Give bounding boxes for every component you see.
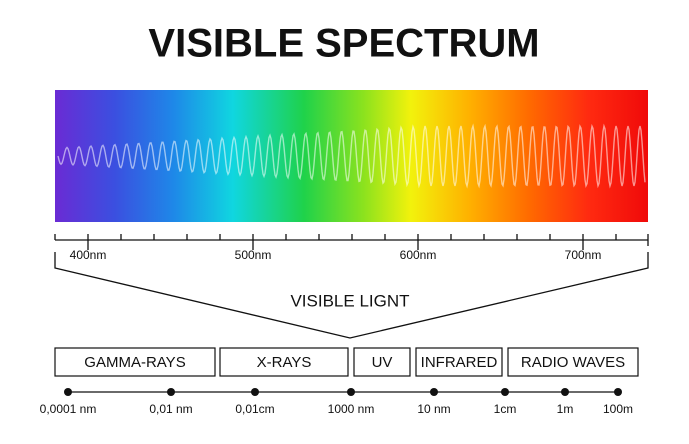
scale-label: 0,0001 nm <box>40 402 97 416</box>
scale-dot <box>614 388 622 396</box>
band-box <box>219 347 349 377</box>
bracket-label: VISIBLE LIGNT <box>290 291 409 310</box>
scale-label: 100m <box>603 402 633 416</box>
scale-dot <box>251 388 259 396</box>
scale-label: 1000 nm <box>328 402 375 416</box>
band-box <box>507 347 639 377</box>
scale-dot <box>347 388 355 396</box>
scale-label: 10 nm <box>417 402 450 416</box>
scale: 0,0001 nm 0,01 nm 0,01cm 1000 nm 10 nm 1cm 1m 1… <box>40 388 633 416</box>
band-label: INFRARED <box>421 354 498 371</box>
band-label: RADIO WAVES <box>521 354 625 371</box>
band-label: UV <box>372 354 393 371</box>
scale-dot <box>64 388 72 396</box>
scale-dot <box>501 388 509 396</box>
axis-label: 500nm <box>235 248 272 262</box>
scale-label: 1m <box>557 402 574 416</box>
axis-label: 400nm <box>70 248 107 262</box>
band-label: GAMMA-RAYS <box>84 354 185 371</box>
axis-label: 700nm <box>565 248 602 262</box>
scale-label: 0,01 nm <box>149 402 192 416</box>
scale-label: 1cm <box>494 402 517 416</box>
scale-dot <box>167 388 175 396</box>
band-box <box>353 347 411 377</box>
title: VISIBLE SPECTRUM <box>148 22 539 66</box>
scale-dot <box>430 388 438 396</box>
wave <box>57 123 646 189</box>
band-label: X-RAYS <box>257 354 312 371</box>
scale-dot <box>561 388 569 396</box>
bracket <box>54 252 649 339</box>
band-box <box>415 347 503 377</box>
bands: GAMMA-RAYS X-RAYS UV INFRARED RADIO WAVES <box>54 347 639 377</box>
axis-label: 600nm <box>400 248 437 262</box>
band-box <box>54 347 216 377</box>
wavelength-axis <box>54 234 649 250</box>
scale-label: 0,01cm <box>235 402 274 416</box>
